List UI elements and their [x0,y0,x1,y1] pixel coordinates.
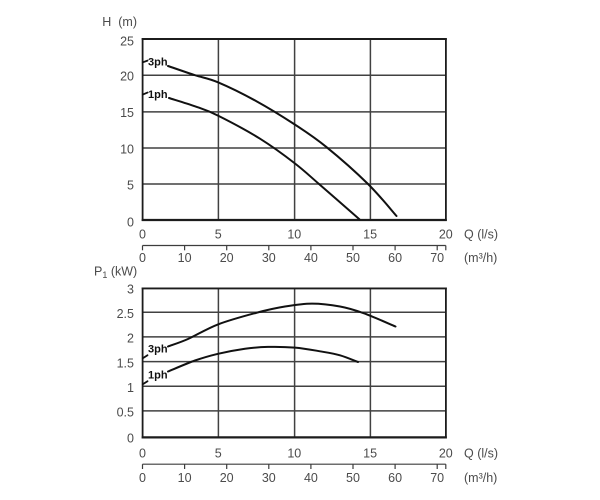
svg-text:15: 15 [363,227,377,241]
svg-text:60: 60 [388,251,402,265]
svg-text:20: 20 [220,251,234,265]
svg-text:0.5: 0.5 [117,406,134,420]
svg-text:70: 70 [430,471,444,485]
svg-text:20: 20 [439,447,453,461]
svg-text:10: 10 [120,142,134,156]
svg-text:1ph: 1ph [148,89,168,101]
svg-text:20: 20 [220,471,234,485]
svg-text:2.5: 2.5 [117,307,134,321]
svg-text:10: 10 [287,447,301,461]
svg-text:10: 10 [178,471,192,485]
svg-text:1ph: 1ph [148,369,168,381]
svg-text:2: 2 [127,332,134,346]
svg-text:30: 30 [262,471,276,485]
svg-text:5: 5 [127,179,134,193]
svg-text:20: 20 [120,70,134,84]
svg-text:P1 (kW): P1 (kW) [94,264,137,280]
svg-text:0: 0 [127,432,134,446]
svg-text:(m³/h): (m³/h) [464,471,497,485]
svg-text:0: 0 [139,227,146,241]
svg-text:3: 3 [127,283,134,297]
svg-text:15: 15 [363,447,377,461]
svg-text:40: 40 [304,251,318,265]
svg-text:50: 50 [346,251,360,265]
svg-text:1: 1 [127,381,134,395]
svg-text:70: 70 [430,251,444,265]
svg-text:25: 25 [120,34,134,48]
svg-text:0: 0 [139,447,146,461]
svg-text:40: 40 [304,471,318,485]
svg-text:0: 0 [139,471,146,485]
svg-text:30: 30 [262,251,276,265]
svg-text:20: 20 [439,227,453,241]
svg-text:5: 5 [215,447,222,461]
svg-text:3ph: 3ph [148,57,168,69]
svg-text:10: 10 [287,227,301,241]
svg-text:60: 60 [388,471,402,485]
svg-text:0: 0 [139,251,146,265]
svg-text:Q (l/s): Q (l/s) [464,447,498,461]
svg-text:50: 50 [346,471,360,485]
svg-text:(m³/h): (m³/h) [464,251,497,265]
svg-text:1.5: 1.5 [117,356,134,370]
svg-text:10: 10 [178,251,192,265]
svg-text:5: 5 [215,227,222,241]
svg-text:Q (l/s): Q (l/s) [464,227,498,241]
svg-text:H (m): H (m) [102,15,137,29]
svg-text:15: 15 [120,106,134,120]
svg-text:0: 0 [127,215,134,229]
svg-text:3ph: 3ph [148,343,168,355]
